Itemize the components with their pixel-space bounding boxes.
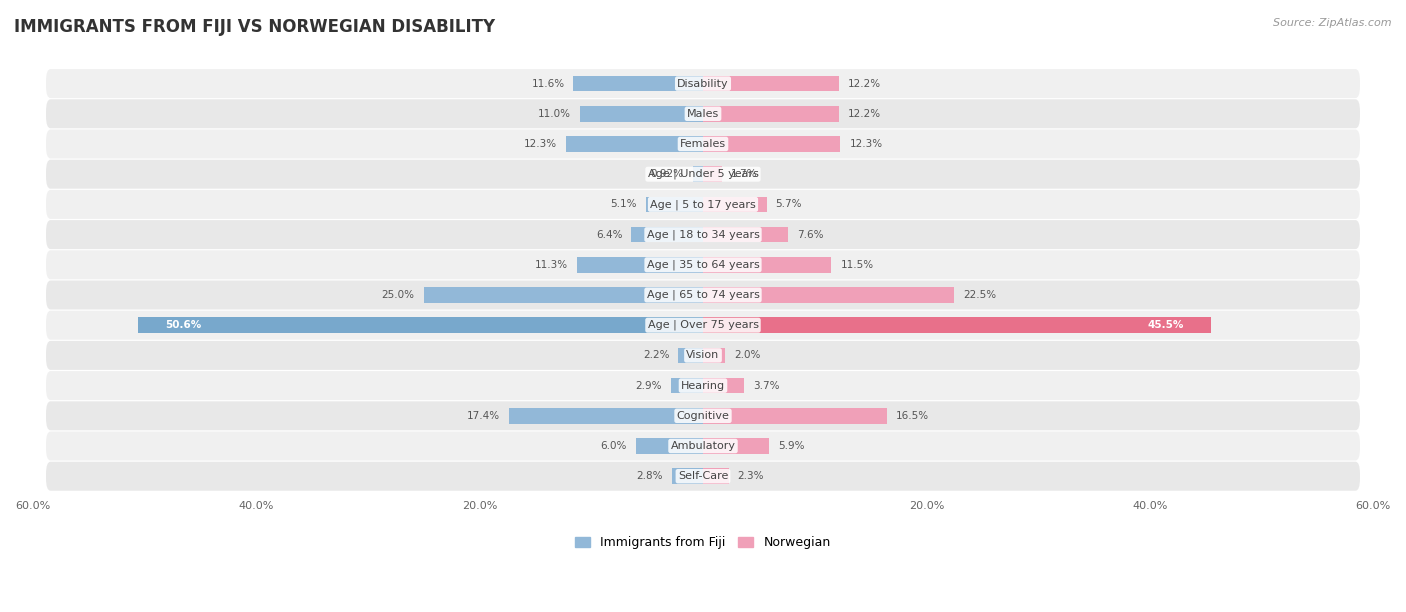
Text: Hearing: Hearing [681,381,725,390]
FancyBboxPatch shape [46,371,1360,400]
FancyBboxPatch shape [46,220,1360,249]
FancyBboxPatch shape [46,250,1360,279]
Bar [703,106,839,122]
Bar [636,438,703,454]
Text: 25.0%: 25.0% [382,290,415,300]
FancyBboxPatch shape [46,431,1360,460]
FancyBboxPatch shape [46,280,1360,310]
Text: 6.0%: 6.0% [600,441,627,451]
Text: 6.4%: 6.4% [596,230,623,240]
Text: 2.9%: 2.9% [636,381,662,390]
Text: IMMIGRANTS FROM FIJI VS NORWEGIAN DISABILITY: IMMIGRANTS FROM FIJI VS NORWEGIAN DISABI… [14,18,495,36]
Text: 11.3%: 11.3% [534,260,568,270]
Text: 45.5%: 45.5% [1147,320,1184,330]
Text: 22.5%: 22.5% [963,290,997,300]
Bar [703,287,955,303]
Text: 12.3%: 12.3% [523,139,557,149]
Bar [509,408,703,424]
Bar [581,106,703,122]
Text: 11.5%: 11.5% [841,260,873,270]
Text: 17.4%: 17.4% [467,411,499,421]
Bar [703,378,744,394]
Bar [703,166,723,182]
Text: Age | Over 75 years: Age | Over 75 years [648,320,758,330]
Text: 0.92%: 0.92% [651,169,683,179]
Bar [679,348,703,364]
FancyBboxPatch shape [46,401,1360,430]
FancyBboxPatch shape [46,99,1360,129]
Text: 7.6%: 7.6% [797,230,824,240]
Text: Age | Under 5 years: Age | Under 5 years [648,169,758,179]
Bar [693,166,703,182]
Text: 50.6%: 50.6% [166,320,202,330]
Text: Age | 65 to 74 years: Age | 65 to 74 years [647,289,759,300]
Bar [576,257,703,273]
Legend: Immigrants from Fiji, Norwegian: Immigrants from Fiji, Norwegian [571,531,835,554]
Text: 2.2%: 2.2% [643,351,669,360]
Bar [574,76,703,91]
Text: 11.6%: 11.6% [531,78,564,89]
Text: Ambulatory: Ambulatory [671,441,735,451]
Bar [703,318,1212,333]
Text: 5.9%: 5.9% [778,441,804,451]
Bar [703,348,725,364]
FancyBboxPatch shape [46,311,1360,340]
Text: Source: ZipAtlas.com: Source: ZipAtlas.com [1274,18,1392,28]
Text: Cognitive: Cognitive [676,411,730,421]
Text: Age | 35 to 64 years: Age | 35 to 64 years [647,259,759,270]
Bar [703,408,887,424]
Bar [565,136,703,152]
Bar [703,468,728,484]
FancyBboxPatch shape [46,190,1360,219]
Bar [703,227,787,242]
Text: 2.0%: 2.0% [734,351,761,360]
FancyBboxPatch shape [46,69,1360,98]
Text: Self-Care: Self-Care [678,471,728,481]
Bar [671,378,703,394]
Bar [631,227,703,242]
Text: Disability: Disability [678,78,728,89]
Text: 11.0%: 11.0% [538,109,571,119]
Text: 1.7%: 1.7% [731,169,758,179]
Bar [703,76,839,91]
Text: Age | 18 to 34 years: Age | 18 to 34 years [647,230,759,240]
Bar [703,136,841,152]
FancyBboxPatch shape [46,461,1360,491]
Bar [703,257,831,273]
Text: 5.7%: 5.7% [776,200,803,209]
Text: 5.1%: 5.1% [610,200,637,209]
Text: 2.3%: 2.3% [738,471,763,481]
Text: Vision: Vision [686,351,720,360]
FancyBboxPatch shape [46,341,1360,370]
Text: 2.8%: 2.8% [637,471,662,481]
Text: 12.2%: 12.2% [848,78,882,89]
FancyBboxPatch shape [46,130,1360,159]
Text: Females: Females [681,139,725,149]
Text: 16.5%: 16.5% [896,411,929,421]
Text: 3.7%: 3.7% [754,381,780,390]
Bar [672,468,703,484]
Bar [703,196,766,212]
Text: Age | 5 to 17 years: Age | 5 to 17 years [650,199,756,210]
Bar [645,196,703,212]
Text: 12.3%: 12.3% [849,139,883,149]
FancyBboxPatch shape [46,160,1360,188]
Text: Males: Males [688,109,718,119]
Bar [703,438,769,454]
Bar [138,318,703,333]
Text: 12.2%: 12.2% [848,109,882,119]
Bar [423,287,703,303]
